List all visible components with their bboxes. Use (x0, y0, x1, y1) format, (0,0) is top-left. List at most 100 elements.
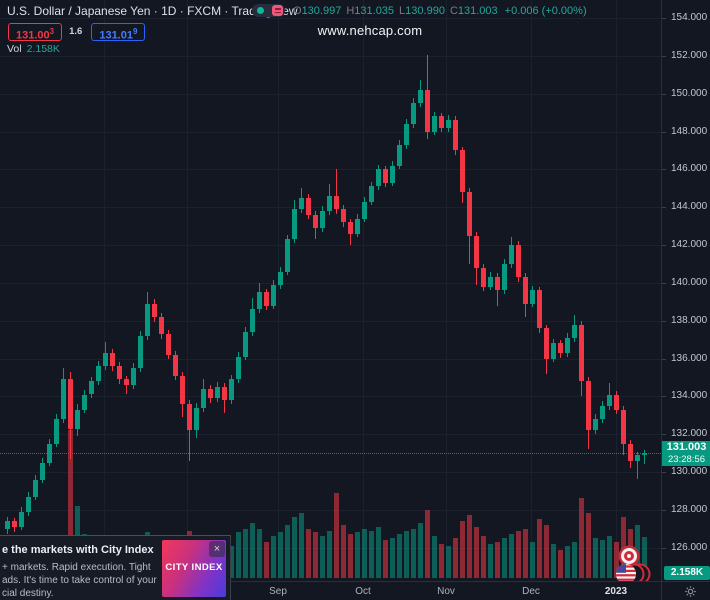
candle (215, 386, 220, 399)
candle (404, 123, 409, 145)
price-tick-mark (662, 93, 666, 95)
price-tick-mark (662, 434, 666, 436)
ohlc-legend: O130.997 H131.035 L130.990 C131.003 +0.006 (… (293, 5, 587, 17)
volume-bar (355, 532, 360, 578)
candle-wick (637, 452, 638, 479)
low-label: L (399, 5, 406, 17)
price-axis[interactable]: 131.003 23:28:56 2.158K 154.000 152.000 15… (661, 0, 710, 581)
candle (453, 120, 458, 151)
candle (565, 337, 570, 353)
volume-bar (390, 538, 395, 578)
price-tick-label: 150.000 (671, 87, 708, 99)
candle (40, 462, 45, 480)
symbol-title[interactable]: U.S. Dollar / Japanese Yen · 1D · FXCM ·… (7, 4, 298, 18)
candle (180, 375, 185, 404)
candle (607, 394, 612, 406)
price-tick-label: 126.000 (671, 541, 708, 553)
volume-bar (544, 524, 549, 578)
volume-bar (369, 530, 374, 578)
candle (355, 218, 360, 234)
volume-bar (411, 528, 416, 578)
h-gridline (0, 131, 661, 133)
candle (82, 394, 87, 410)
close-value: 131.003 (457, 5, 498, 17)
price-tick-label: 148.000 (671, 125, 708, 137)
high-value: 131.035 (354, 5, 395, 17)
time-tick-label: Sep (269, 586, 287, 597)
candle (173, 354, 178, 376)
v-gridline (616, 0, 617, 581)
volume-bar (236, 532, 241, 578)
price-tick-mark (662, 282, 666, 284)
ask-pip: 9 (132, 27, 138, 36)
candle-wick (189, 400, 190, 461)
candle (509, 245, 514, 264)
candle (369, 186, 374, 202)
candle (257, 292, 262, 310)
h-gridline (0, 18, 661, 19)
candle (579, 324, 584, 382)
candle (54, 419, 59, 444)
volume-bar (446, 545, 451, 578)
candle (33, 479, 38, 497)
bid-button[interactable]: 131.003 (8, 23, 63, 42)
instrument-flag-icons (616, 545, 651, 581)
ad-close-button[interactable]: × (209, 541, 225, 557)
price-chart-pane[interactable]: www.nehcap.com (0, 0, 661, 581)
volume-bar (278, 532, 283, 578)
price-tick-label: 128.000 (671, 503, 708, 515)
ad-banner[interactable]: e the markets with City Index + markets.… (0, 535, 231, 600)
candle (187, 403, 192, 431)
volume-bar (229, 545, 234, 578)
v-gridline (104, 0, 105, 581)
v-gridline (363, 0, 364, 581)
last-price-value: 131.003 (666, 441, 707, 453)
bid-pip: 3 (49, 27, 55, 36)
candle (432, 116, 437, 132)
candle (222, 386, 227, 401)
price-tick-label: 138.000 (671, 314, 708, 326)
bid-ask-row: 131.003 1.6 131.019 (8, 23, 146, 42)
candle (313, 214, 318, 228)
chart-style-toggle[interactable] (252, 4, 285, 17)
city-index-logo[interactable]: CITY INDEX × (162, 540, 226, 597)
open-value: 130.997 (301, 5, 342, 17)
volume-bar (418, 522, 423, 578)
volume-bar (271, 536, 276, 578)
h-gridline (0, 396, 661, 398)
price-tick-mark (662, 320, 666, 322)
ad-title: e the markets with City Index (2, 544, 154, 556)
ask-button[interactable]: 131.019 (91, 23, 146, 42)
candle (19, 511, 24, 527)
volume-bar (299, 513, 304, 578)
candle (278, 271, 283, 285)
price-tick-mark (662, 358, 666, 360)
h-gridline (0, 169, 661, 171)
volume-bar (565, 545, 570, 578)
candle (481, 267, 486, 287)
price-tick-mark (662, 55, 666, 57)
volume-bar (607, 536, 612, 578)
candle (26, 496, 31, 512)
candle (12, 521, 17, 527)
h-gridline (0, 358, 661, 360)
candle (110, 352, 115, 367)
price-tick-mark (662, 131, 666, 133)
volume-bar (404, 530, 409, 578)
settings-gear-icon[interactable] (684, 585, 697, 598)
h-gridline (0, 320, 661, 322)
v-gridline (278, 0, 279, 581)
volume-bar (572, 541, 577, 578)
price-tick-label: 154.000 (671, 12, 708, 23)
volume-bar (68, 429, 73, 578)
candle (411, 103, 416, 124)
last-price-line (0, 453, 661, 454)
candle (229, 379, 234, 401)
candle (152, 303, 157, 317)
ad-text-line: + markets. Rapid execution. Tight (2, 562, 151, 573)
candle (537, 290, 542, 329)
price-tick-mark (662, 509, 666, 511)
candle (586, 381, 591, 431)
candle (446, 120, 451, 128)
candle (285, 239, 290, 272)
